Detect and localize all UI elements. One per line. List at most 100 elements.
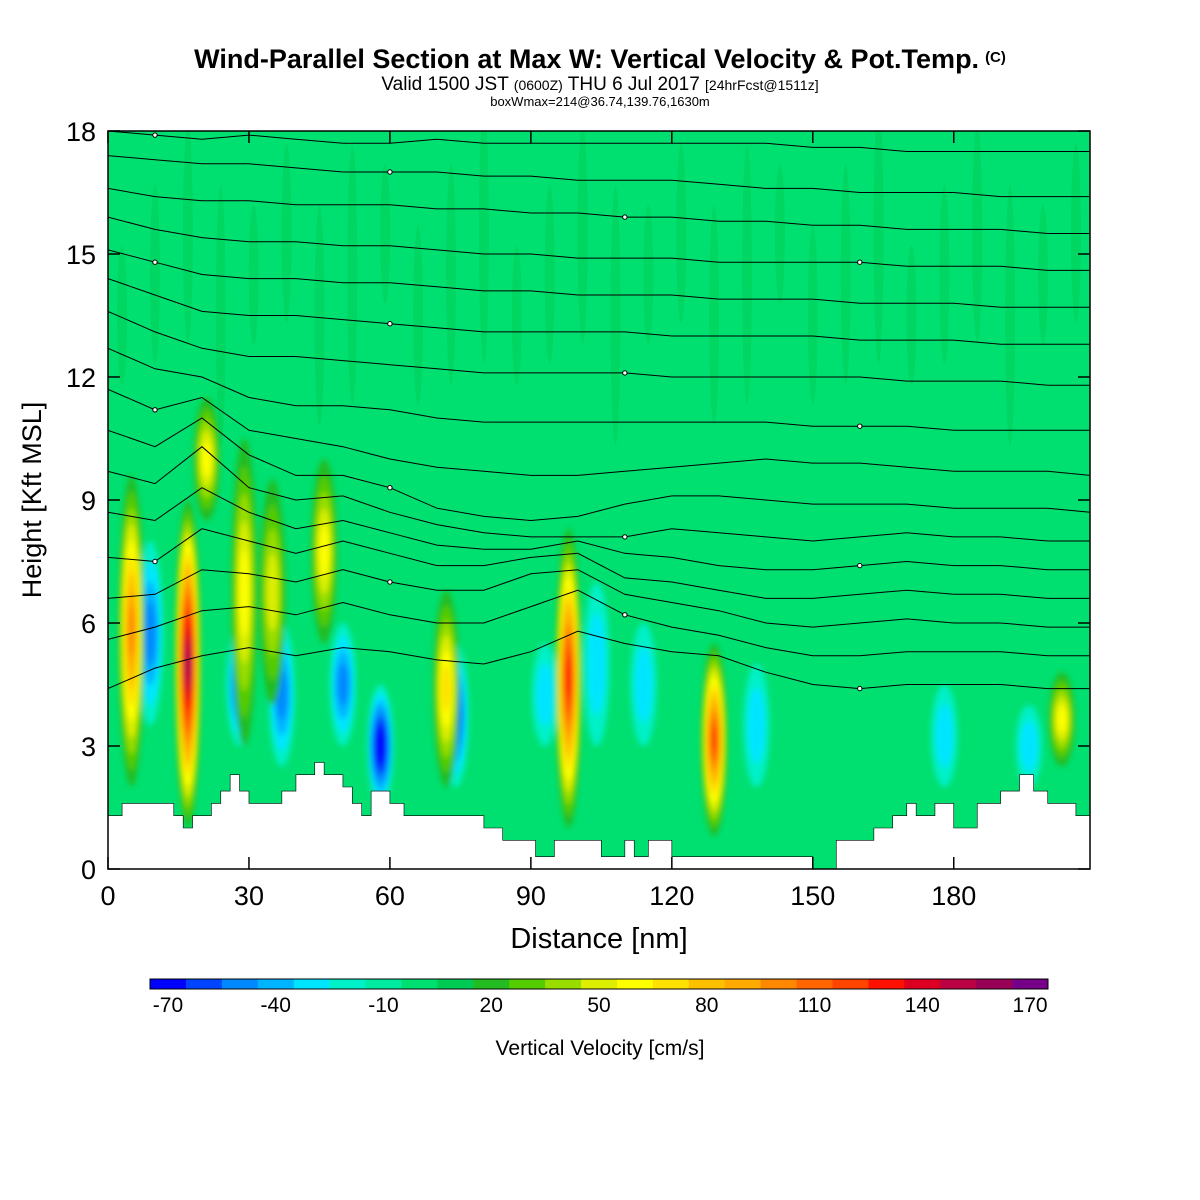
isentrope [108,347,1090,431]
streak [478,131,489,364]
colorbar-segment [473,979,510,989]
streak [742,144,753,405]
updraft-cell [711,726,717,754]
isentrope [108,528,1090,599]
terrain [108,762,1090,869]
streak [182,131,193,344]
isentrope [108,630,1090,690]
colorbar-tick-label: -10 [368,994,398,1017]
downdraft-cell [634,646,653,723]
valid-date: THU 6 Jul 2017 [567,74,700,95]
isentrope [108,589,1090,657]
colorbar-segment [688,979,726,989]
chart-title-text: Wind-Parallel Section at Max W: Vertical… [194,44,980,74]
isentrope [108,187,1090,234]
colorbar-tick-label: 50 [587,994,610,1017]
updraft-cell [201,441,212,477]
colorbar-tick-label: 80 [695,994,718,1017]
colorbar-segment [545,979,582,989]
isentrope-label-mark [152,407,158,413]
colorbar-segment [581,979,618,989]
x-tick-label: 60 [375,881,405,911]
colorbar-segment [221,979,259,989]
streak [939,184,950,365]
streak [215,185,226,446]
chart-subtitle: Valid 1500 JST (0600Z) THU 6 Jul 2017 [2… [0,74,1200,96]
valid-time: Valid 1500 JST [381,74,509,95]
streak [117,245,128,386]
colorbar-tick-label: 20 [480,994,503,1017]
background-streaks [117,131,1081,446]
streak [1038,204,1049,345]
isentrope [108,310,1090,386]
x-tick-label: 0 [100,881,115,911]
isentrope [108,569,1090,628]
downdraft-cell [536,663,554,727]
colorbar-segment [868,979,905,989]
colorbar: -70 -40 -10 20 50 80 110 140 170 [149,978,1049,1017]
x-axis-label: Distance [nm] [510,923,687,955]
isentrope [108,417,1090,522]
isentrope [108,278,1090,345]
chart-title: Wind-Parallel Section at Max W: Vertical… [0,44,1200,75]
isentrope-label-mark [152,558,158,565]
streak [1005,185,1016,446]
colorbar-tick-label: 140 [905,994,940,1017]
streak [314,205,325,426]
updraft-cell [266,553,279,632]
streak [511,245,522,386]
colorbar-segment [401,979,438,989]
colorbar-segment [1012,979,1049,989]
isentrope-label-mark [622,612,628,618]
updraft-cell [319,524,329,578]
streak [873,131,884,364]
axes: 0 30 60 90 120 150 180 0 3 6 9 12 15 18 [66,117,1090,911]
streak [413,225,424,406]
colorbar-segment [976,979,1013,989]
colorbar-segment [257,979,295,989]
colorbar-tick-label: -70 [153,994,183,1017]
updraft-cell [128,605,135,658]
isentrope [108,155,1090,198]
y-tick-label: 9 [81,486,96,516]
x-tick-label: 150 [790,881,835,911]
isentrope [108,388,1090,476]
streak [445,164,456,385]
colorbar-tick-label: -40 [261,994,291,1017]
isentrope-label-mark [622,534,628,540]
x-tick-label: 180 [931,881,976,911]
streak [807,225,818,406]
streak [248,204,259,345]
isentrope-label-mark [622,370,628,376]
updraft-cell [565,659,571,698]
downdraft-cell [935,704,954,768]
y-axis-label: Height [Kft MSL] [17,402,47,599]
colorbar-frame [149,978,1049,990]
colorbar-segment [185,979,223,989]
x-tick-label: 30 [234,881,264,911]
y-tick-label: 12 [66,363,96,393]
colorbar-segment [365,979,402,989]
isentrope-label-mark [622,214,628,220]
streak [972,131,983,344]
updraft-cell [239,548,250,637]
downdraft-cell [144,601,156,666]
streak [347,144,358,405]
streak [577,131,588,344]
isentrope-label-mark [152,259,158,265]
downdraft-cell [587,613,606,715]
copyright-mark: (C) [985,49,1006,66]
isentrope [108,131,1090,152]
y-tick-label: 6 [81,609,96,639]
streak [281,143,292,324]
box-wmax-info: boxWmax=214@36.74,139.76,1630m [490,94,710,109]
streak [676,143,687,324]
isentrope-label-mark [857,259,863,265]
isentrope [108,216,1090,271]
valid-time-utc: (0600Z) [513,77,563,93]
colorbar-segment [832,979,869,989]
colorbar-segment [293,979,331,989]
downdraft-cell [747,687,766,764]
streak [544,184,555,365]
